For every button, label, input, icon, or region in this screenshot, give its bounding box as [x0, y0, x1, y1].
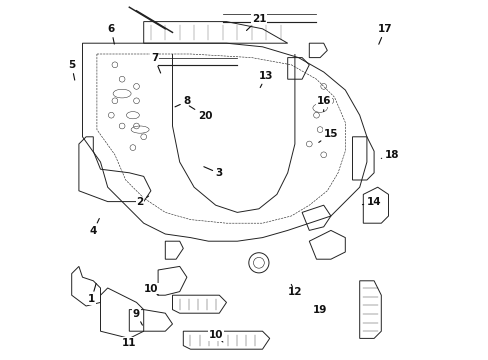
- Text: 4: 4: [89, 219, 99, 236]
- Text: 1: 1: [88, 283, 96, 305]
- Text: 20: 20: [189, 106, 212, 121]
- Text: 10: 10: [208, 330, 223, 342]
- Text: 3: 3: [203, 167, 223, 179]
- Text: 16: 16: [316, 96, 330, 112]
- Text: 5: 5: [68, 60, 75, 80]
- Text: 21: 21: [246, 14, 265, 31]
- Text: 18: 18: [381, 150, 399, 161]
- Text: 7: 7: [151, 53, 161, 73]
- Text: 15: 15: [318, 129, 338, 143]
- Text: 12: 12: [287, 284, 302, 297]
- Text: 17: 17: [377, 24, 391, 44]
- Text: 14: 14: [362, 197, 381, 207]
- Text: 19: 19: [312, 305, 326, 315]
- Text: 9: 9: [133, 309, 142, 325]
- Text: 6: 6: [107, 24, 115, 44]
- Text: 13: 13: [258, 71, 273, 87]
- Text: 8: 8: [175, 96, 190, 107]
- Text: 2: 2: [136, 196, 148, 207]
- Text: 11: 11: [122, 338, 136, 348]
- Text: 10: 10: [143, 284, 158, 295]
